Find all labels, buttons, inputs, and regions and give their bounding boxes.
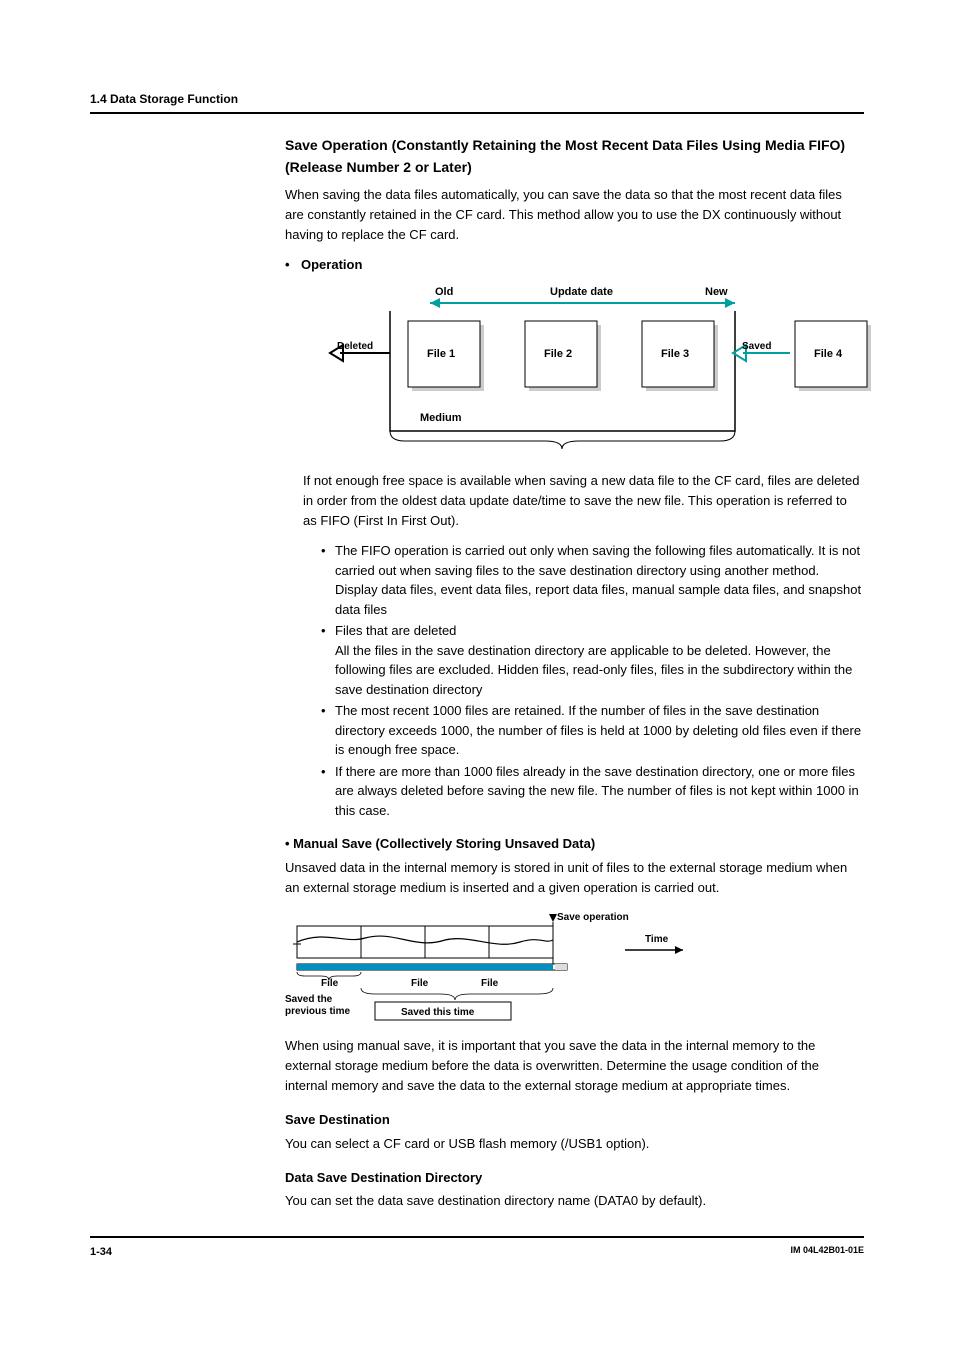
- svg-text:File 2: File 2: [544, 348, 572, 360]
- fifo-explain: If not enough free space is available wh…: [303, 471, 864, 531]
- operation-heading: •Operation: [285, 255, 864, 275]
- label-deleted: Deleted: [337, 341, 373, 352]
- label-update: Update date: [550, 286, 613, 298]
- manual-para2: When using manual save, it is important …: [285, 1036, 864, 1096]
- doc-id: IM 04L42B01-01E: [790, 1244, 864, 1261]
- label-saved: Saved: [742, 341, 771, 352]
- svg-text:File 1: File 1: [427, 348, 455, 360]
- label-time: Time: [645, 934, 669, 945]
- file-box-3: File 3: [642, 321, 718, 391]
- file-box-2: File 2: [525, 321, 601, 391]
- list-item: •The FIFO operation is carried out only …: [321, 541, 864, 619]
- label-save-op: Save operation: [557, 912, 629, 923]
- page-title: Save Operation (Constantly Retaining the…: [285, 134, 864, 179]
- svg-text:File: File: [411, 978, 429, 989]
- manual-para1: Unsaved data in the internal memory is s…: [285, 858, 864, 898]
- list-item: •If there are more than 1000 files alrea…: [321, 762, 864, 821]
- label-old: Old: [435, 286, 453, 298]
- save-dest-text: You can select a CF card or USB flash me…: [285, 1134, 864, 1154]
- svg-text:File: File: [321, 978, 339, 989]
- fifo-bullet-list: •The FIFO operation is carried out only …: [321, 541, 864, 820]
- label-medium: Medium: [420, 412, 462, 424]
- save-dest-heading: Save Destination: [285, 1110, 864, 1130]
- fifo-diagram: Old Update date New Deleted Saved: [325, 281, 885, 461]
- section-header: 1.4 Data Storage Function: [90, 90, 864, 114]
- list-item: •The most recent 1000 files are retained…: [321, 701, 864, 760]
- svg-text:previous time: previous time: [285, 1006, 350, 1017]
- page-footer: 1-34 IM 04L42B01-01E: [90, 1236, 864, 1261]
- data-dir-text: You can set the data save destination di…: [285, 1191, 864, 1211]
- data-dir-heading: Data Save Destination Directory: [285, 1168, 864, 1188]
- file-box-4: File 4: [795, 321, 871, 391]
- page-number: 1-34: [90, 1244, 112, 1261]
- file-box-1: File 1: [408, 321, 484, 391]
- intro-paragraph: When saving the data files automatically…: [285, 185, 864, 245]
- svg-text:File 3: File 3: [661, 348, 689, 360]
- manual-save-heading: Manual Save (Collectively Storing Unsave…: [285, 834, 864, 854]
- label-new: New: [705, 286, 728, 298]
- manual-save-diagram: Save operation Time File File: [285, 908, 705, 1028]
- svg-text:File: File: [481, 978, 499, 989]
- svg-text:Saved this time: Saved this time: [401, 1007, 475, 1018]
- svg-text:Saved the: Saved the: [285, 994, 333, 1005]
- list-item: •Files that are deleted All the files in…: [321, 621, 864, 699]
- svg-text:File 4: File 4: [814, 348, 843, 360]
